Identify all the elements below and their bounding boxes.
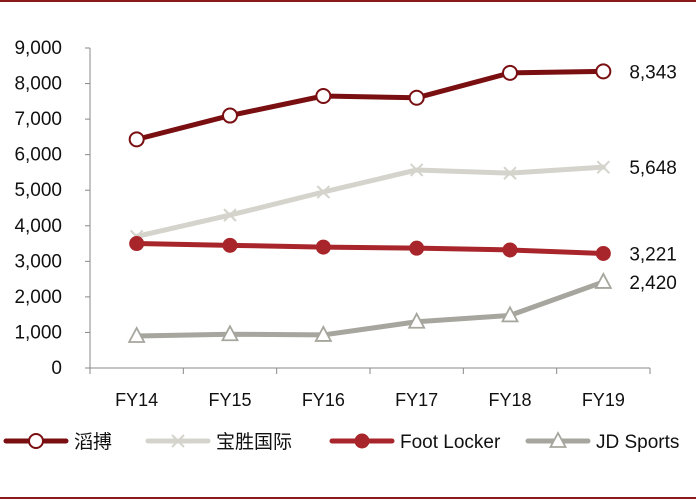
legend-item: Foot Locker [329, 432, 501, 453]
end-value-label: 2,420 [629, 273, 677, 294]
legend-marker [28, 433, 44, 449]
x-tick-label: FY16 [302, 390, 345, 410]
data-point [407, 311, 426, 329]
y-tick-label: 5,000 [14, 180, 62, 201]
data-point [220, 324, 240, 342]
data-point [222, 237, 238, 253]
data-point [128, 131, 145, 148]
marker-stroke [223, 208, 237, 222]
top-rule [0, 0, 696, 2]
y-tick-label: 0 [51, 358, 62, 379]
legend-item: 宝胜国际 [145, 431, 292, 453]
data-point [503, 166, 517, 180]
data-point [409, 240, 425, 256]
legend-label: 滔搏 [74, 431, 112, 453]
data-point [502, 242, 518, 258]
data-point [316, 185, 331, 199]
legend-label: Foot Locker [400, 432, 501, 453]
series-1: 8,343 [128, 62, 677, 148]
data-point [502, 64, 518, 81]
y-tick-label: 8,000 [14, 74, 62, 95]
legend-item: 滔搏 [3, 431, 112, 453]
data-point [596, 160, 611, 174]
series-4: 2,420 [127, 272, 677, 343]
data-point [594, 272, 613, 289]
legend-marker [354, 433, 370, 449]
x-tick-label: FY17 [395, 390, 438, 410]
data-point [315, 88, 332, 104]
end-value-label: 5,648 [629, 158, 677, 179]
y-tick-label: 9,000 [14, 38, 62, 59]
end-value-label: 3,221 [629, 244, 677, 265]
series-3: 3,221 [129, 236, 677, 265]
data-point [500, 305, 520, 323]
legend-label: JD Sports [596, 432, 679, 453]
data-point [127, 326, 146, 343]
series-2: 5,648 [129, 158, 677, 244]
y-tick-label: 4,000 [14, 216, 62, 237]
series-line [134, 164, 606, 239]
y-tick-label: 1,000 [14, 322, 62, 343]
x-tick-label: FY14 [115, 390, 158, 410]
series-line [134, 68, 606, 142]
legend-label: 宝胜国际 [216, 431, 292, 453]
marker-stroke [316, 185, 331, 199]
legend-marker [171, 434, 185, 448]
data-point [595, 63, 612, 80]
legend-marker [548, 431, 568, 448]
x-tick-label: FY18 [488, 390, 531, 410]
bottom-rule [0, 497, 696, 499]
marker-stroke [596, 160, 611, 174]
data-point [315, 239, 331, 255]
y-tick-label: 6,000 [14, 145, 62, 166]
data-point [129, 236, 145, 252]
marker-stroke [409, 163, 424, 177]
y-tick-label: 2,000 [14, 287, 62, 308]
legend-item: JD Sports [525, 431, 679, 453]
data-point [223, 208, 237, 222]
x-tick-label: FY15 [208, 390, 251, 410]
x-tick-label: FY19 [582, 390, 625, 410]
marker-stroke [171, 434, 185, 448]
data-point [408, 89, 425, 106]
marker-stroke [503, 166, 517, 180]
end-value-label: 8,343 [629, 62, 677, 83]
data-point [314, 325, 333, 342]
data-point [595, 245, 611, 261]
y-tick-label: 7,000 [14, 109, 62, 130]
data-point [222, 107, 238, 124]
y-tick-label: 3,000 [14, 251, 62, 272]
series-line [134, 279, 606, 339]
data-point [409, 163, 424, 177]
series-line [134, 241, 606, 256]
